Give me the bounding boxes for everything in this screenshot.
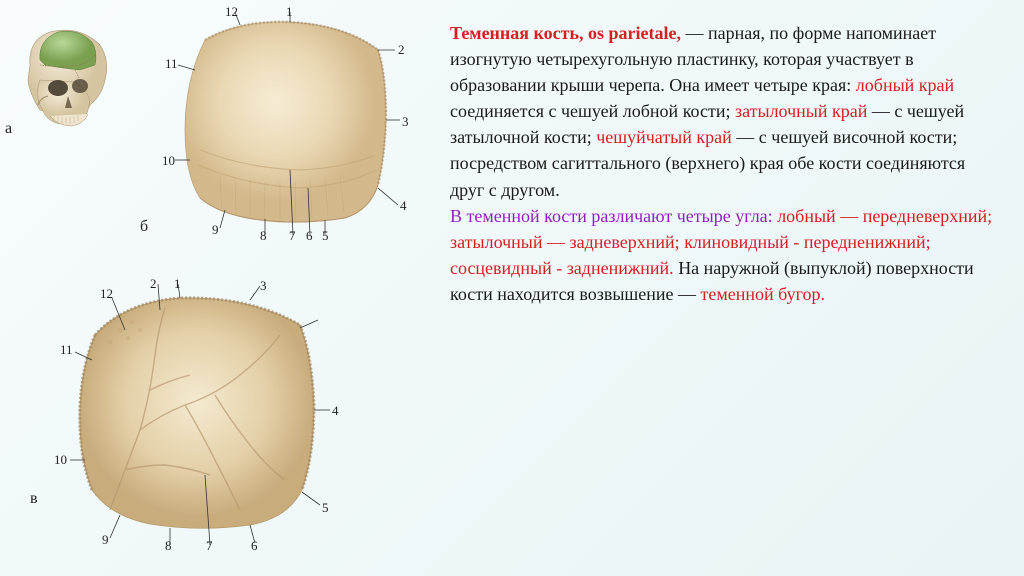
tuber: теменной бугор. <box>701 284 826 304</box>
parietal-internal-figure: 1 2 3 4 5 6 7 8 9 10 11 12 <box>50 280 340 560</box>
num-int-7: 7 <box>206 538 213 554</box>
angle-sphenoid: клиновидный - передненижний; <box>684 232 930 252</box>
num-int-8: 8 <box>165 538 172 554</box>
paragraph-2: В теменной кости различают четыре угла: … <box>450 203 996 307</box>
edge-frontal: лобный край <box>856 75 954 95</box>
num-ext-10: 10 <box>162 153 175 169</box>
edge-occipital: затылочный край <box>735 101 867 121</box>
num-int-3: 3 <box>260 278 267 294</box>
num-int-10: 10 <box>54 452 67 468</box>
edge-frontal-text: соединяется с чешуей лобной кости; <box>450 101 735 121</box>
num-ext-9: 9 <box>212 222 219 238</box>
description-text: Теменная кость, os parietale, — парная, … <box>450 20 1010 307</box>
angles-intro: В теменной кости различают четыре угла: <box>450 206 773 226</box>
angle-mastoid: сосцевидный - задненижний. <box>450 258 674 278</box>
fig-label-b: б <box>140 218 148 236</box>
num-ext-1: 1 <box>286 4 293 20</box>
skull-figure <box>10 20 130 150</box>
num-int-4: 4 <box>332 403 339 419</box>
num-ext-2: 2 <box>398 42 405 58</box>
fig-label-a: а <box>5 120 12 138</box>
parietal-ext-svg <box>150 10 410 240</box>
num-ext-5: 5 <box>322 228 329 244</box>
num-ext-7: 7 <box>289 228 296 244</box>
num-ext-8: 8 <box>260 228 267 244</box>
edge-squamous: чешуйчатый край <box>596 127 732 147</box>
num-int-6: 6 <box>251 538 258 554</box>
num-int-11: 11 <box>60 342 73 358</box>
illustration-panel: а <box>0 0 450 576</box>
num-int-5: 5 <box>322 500 329 516</box>
angle-frontal: лобный — передневерхний; <box>777 206 992 226</box>
num-int-2: 2 <box>150 276 157 292</box>
title-term: Теменная кость, os parietale, <box>450 23 681 43</box>
angle-occipital: затылочный — задневерхний; <box>450 232 684 252</box>
num-ext-3: 3 <box>402 114 409 130</box>
num-ext-11: 11 <box>165 56 178 72</box>
paragraph-1: Теменная кость, os parietale, — парная, … <box>450 20 996 203</box>
parietal-int-svg <box>50 280 340 560</box>
skull-svg <box>10 20 130 150</box>
num-int-12: 12 <box>100 286 113 302</box>
num-int-9: 9 <box>102 532 109 548</box>
num-ext-4: 4 <box>400 198 407 214</box>
parietal-external-figure: 1 2 3 4 5 6 7 8 9 10 11 12 <box>150 10 410 240</box>
num-ext-6: 6 <box>306 228 313 244</box>
fig-label-v: в <box>30 490 38 508</box>
num-int-1: 1 <box>174 276 181 292</box>
num-ext-12: 12 <box>225 4 238 20</box>
